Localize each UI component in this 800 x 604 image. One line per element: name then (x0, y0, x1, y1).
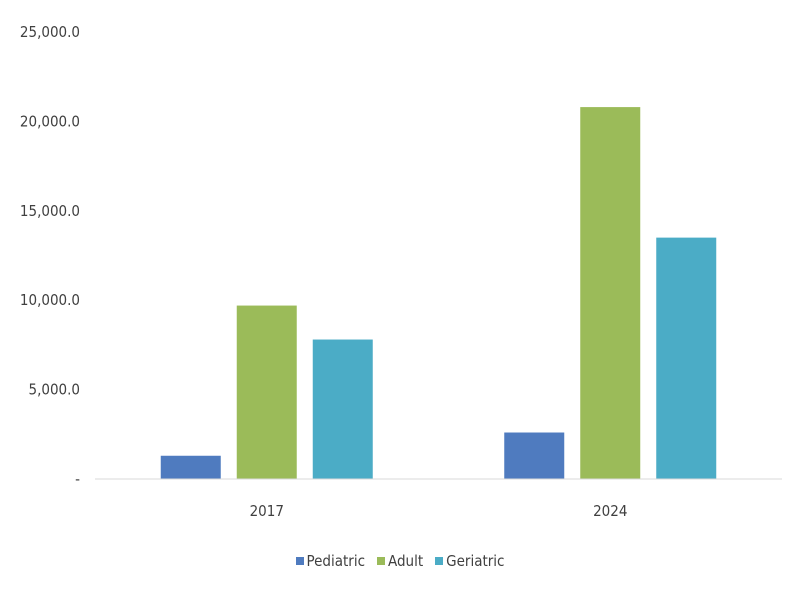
y-axis-tick-labels: - 5,000.0 10,000.0 15,000.0 20,000.0 25,000.0 (20, 23, 80, 488)
legend-label-geriatric: Geriatric (446, 552, 505, 570)
legend-label-adult: Adult (388, 552, 424, 570)
x-tick-label: 2017 (250, 502, 284, 520)
bar-pediatric-2017 (160, 455, 221, 479)
legend-swatch-adult (377, 557, 385, 565)
bar-geriatric-2024 (656, 237, 717, 479)
bar-pediatric-2024 (504, 432, 565, 479)
y-tick-label: - (75, 470, 80, 488)
legend-swatch-geriatric (435, 557, 444, 565)
y-tick-label: 25,000.0 (20, 23, 80, 41)
y-tick-label: 10,000.0 (20, 291, 80, 309)
legend-item-pediatric: Pediatric (295, 552, 366, 570)
bar-adult-2024 (580, 107, 641, 479)
legend-item-adult: Adult (377, 552, 423, 570)
x-tick-label: 2024 (593, 502, 627, 520)
legend-swatch-pediatric (295, 557, 304, 565)
legend-label-pediatric: Pediatric (306, 552, 366, 570)
y-tick-label: 15,000.0 (20, 202, 80, 220)
y-tick-label: 20,000.0 (20, 112, 80, 130)
legend: Pediatric Adult Geriatric (0, 552, 800, 570)
bars-group (160, 107, 717, 479)
bar-adult-2017 (236, 305, 297, 479)
x-axis-tick-labels: 2017 2024 (250, 502, 628, 520)
bar-geriatric-2017 (312, 339, 373, 479)
y-tick-label: 5,000.0 (29, 381, 81, 399)
legend-item-geriatric: Geriatric (435, 552, 504, 570)
